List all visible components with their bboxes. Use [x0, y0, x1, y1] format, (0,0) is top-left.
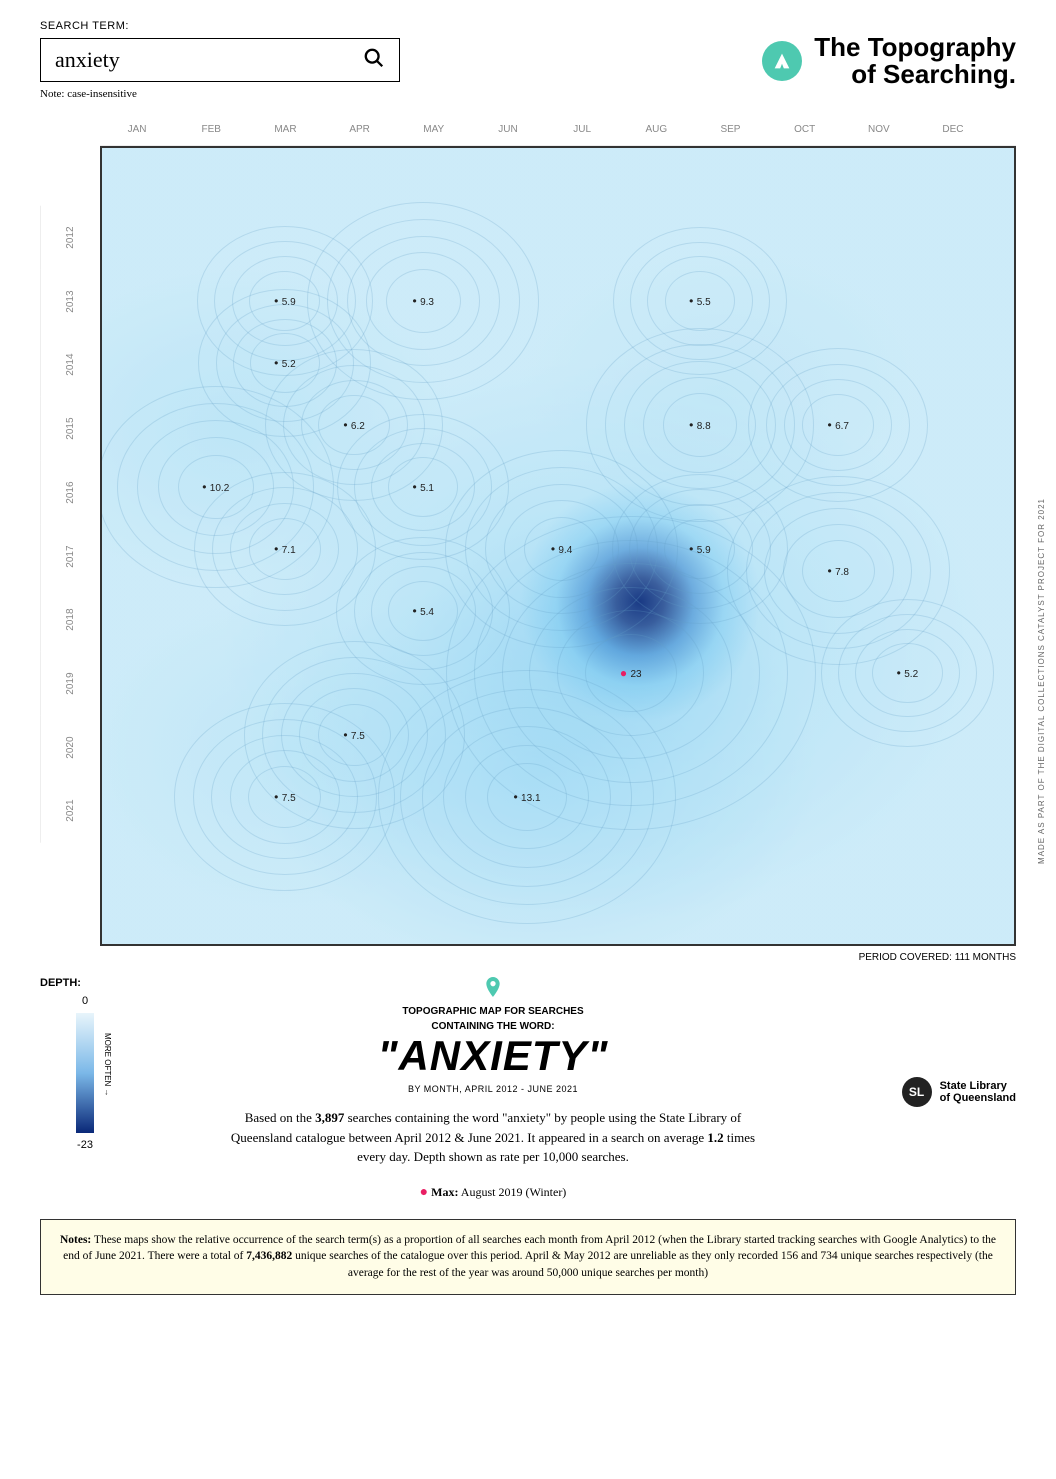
x-tick: DEC: [916, 118, 990, 146]
peak-label: 5.4: [413, 604, 434, 618]
desc-count: 3,897: [315, 1110, 344, 1125]
info-word: "ANXIETY": [230, 1032, 756, 1080]
info-topic-prefix: TOPOGRAPHIC MAP FOR SEARCHES: [230, 1006, 756, 1017]
x-tick: SEP: [693, 118, 767, 146]
depth-gradient-bar: MORE OFTEN →: [76, 1013, 94, 1133]
peak-label: 6.2: [343, 418, 364, 432]
peak-label: 7.5: [274, 790, 295, 804]
x-tick: OCT: [768, 118, 842, 146]
bottom-area: DEPTH: 0 MORE OFTEN → -23 TOPOGRAPHIC MA…: [40, 977, 1016, 1201]
search-input[interactable]: [55, 47, 363, 73]
y-tick: 2020: [40, 716, 100, 780]
desc-a: Based on the: [245, 1110, 315, 1125]
x-tick: AUG: [619, 118, 693, 146]
desc-rate: 1.2: [707, 1130, 723, 1145]
peak-label: 9.3: [413, 294, 434, 308]
depth-legend: DEPTH: 0 MORE OFTEN → -23: [40, 977, 130, 1151]
peak-label: 5.2: [897, 666, 918, 680]
x-tick: JUN: [471, 118, 545, 146]
x-tick: JAN: [100, 118, 174, 146]
info-topic-suffix: CONTAINING THE WORD:: [230, 1021, 756, 1032]
period-label: PERIOD COVERED: 111 MONTHS: [100, 952, 1016, 963]
x-tick: MAR: [248, 118, 322, 146]
info-desc: Based on the 3,897 searches containing t…: [230, 1108, 756, 1167]
y-tick: 2017: [40, 525, 100, 589]
y-tick: 2014: [40, 333, 100, 397]
notes: Notes: These maps show the relative occu…: [40, 1219, 1016, 1295]
depth-top: 0: [40, 995, 130, 1007]
peak-label: 7.5: [343, 728, 364, 742]
sl-badge: SL: [902, 1077, 932, 1107]
search-area: SEARCH TERM: Note: case-insensitive: [40, 20, 400, 100]
y-axis: 2012201320142015201620172018201920202021: [40, 118, 100, 963]
y-tick: 2015: [40, 397, 100, 461]
contour-plot: 5.9 9.3 5.5 5.2 6.2 8.8 6.7 10.2 5.1 7.1 9.4 5.9 7.8…: [100, 146, 1016, 946]
x-tick: NOV: [842, 118, 916, 146]
notes-total: 7,436,882: [246, 1250, 292, 1262]
peak-label: 10.2: [202, 480, 229, 494]
brand-line2: of Searching.: [814, 61, 1016, 88]
search-note: Note: case-insensitive: [40, 88, 400, 100]
sl-line2: of Queensland: [940, 1092, 1016, 1104]
x-tick: JUL: [545, 118, 619, 146]
info-max: ● Max: August 2019 (Winter): [230, 1185, 756, 1201]
y-tick: 2018: [40, 588, 100, 652]
y-tick: 2016: [40, 461, 100, 525]
y-tick: 2013: [40, 270, 100, 334]
search-box[interactable]: [40, 38, 400, 82]
x-tick: FEB: [174, 118, 248, 146]
max-label: Max:: [431, 1185, 458, 1199]
peak-label: 9.4: [551, 542, 572, 556]
info-sub: BY MONTH, APRIL 2012 - JUNE 2021: [230, 1084, 756, 1094]
brand-line1: The Topography: [814, 34, 1016, 61]
peak-label: 6.7: [828, 418, 849, 432]
peak-label: 5.9: [689, 542, 710, 556]
search-icon[interactable]: [363, 47, 385, 74]
peak-label: 7.8: [828, 564, 849, 578]
sl-logo: SL State Library of Queensland: [902, 1077, 1016, 1107]
sl-text: State Library of Queensland: [940, 1080, 1016, 1104]
peak-max: 23: [620, 666, 642, 680]
search-label: SEARCH TERM:: [40, 20, 400, 32]
brand: The Topography of Searching.: [762, 34, 1016, 89]
peak-label: 13.1: [513, 790, 540, 804]
depth-bottom: -23: [40, 1139, 130, 1151]
side-credit: MADE AS PART OF THE DIGITAL COLLECTIONS …: [1037, 498, 1046, 864]
depth-side-label: MORE OFTEN →: [103, 1033, 112, 1097]
peak-label: 8.8: [689, 418, 710, 432]
notes-label: Notes:: [60, 1234, 91, 1246]
x-tick: APR: [323, 118, 397, 146]
brand-badge-icon: [762, 41, 802, 81]
pin-icon: [230, 977, 756, 1002]
peak-label: 5.5: [689, 294, 710, 308]
peak-label: 7.1: [274, 542, 295, 556]
peak-label: 5.2: [274, 356, 295, 370]
x-tick: MAY: [397, 118, 471, 146]
depth-label: DEPTH:: [40, 977, 130, 989]
info: TOPOGRAPHIC MAP FOR SEARCHES CONTAINING …: [150, 977, 836, 1201]
max-value: August 2019 (Winter): [458, 1185, 566, 1199]
logo: SL State Library of Queensland: [856, 977, 1016, 1107]
notes-b: unique searches of the catalogue over th…: [292, 1250, 993, 1279]
peak-label: 5.1: [413, 480, 434, 494]
y-tick: 2019: [40, 652, 100, 716]
x-axis: JANFEBMARAPRMAYJUNJULAUGSEPOCTNOVDEC: [100, 118, 1016, 146]
y-tick: 2021: [40, 779, 100, 843]
header: SEARCH TERM: Note: case-insensitive The …: [40, 20, 1016, 100]
y-tick: 2012: [40, 206, 100, 270]
brand-title: The Topography of Searching.: [814, 34, 1016, 89]
max-dot-icon: ●: [420, 1185, 428, 1200]
chart: 2012201320142015201620172018201920202021…: [40, 118, 1016, 963]
sl-line1: State Library: [940, 1080, 1016, 1092]
peak-label: 5.9: [274, 294, 295, 308]
